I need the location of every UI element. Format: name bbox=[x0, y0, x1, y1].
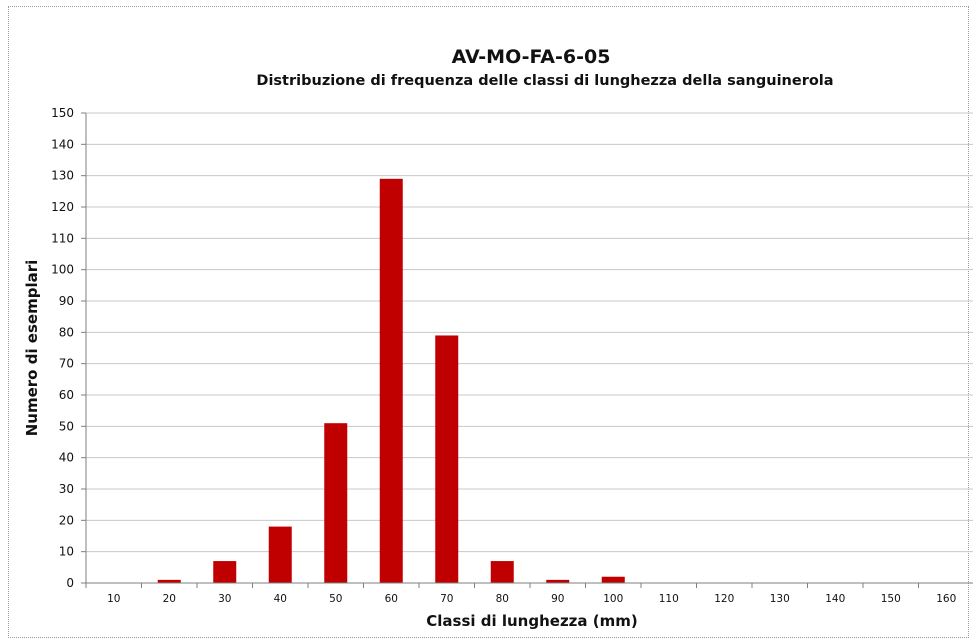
y-tick-label: 0 bbox=[66, 576, 74, 590]
chart-title: AV-MO-FA-6-05 bbox=[452, 46, 611, 68]
y-tick-label: 90 bbox=[59, 294, 74, 308]
bar-30 bbox=[213, 561, 236, 583]
gridlines bbox=[81, 113, 973, 588]
y-tick-label: 30 bbox=[59, 482, 74, 496]
y-tick-labels: 0 10 20 30 40 50 60 70 80 90 100 110 120 130 140 150 bbox=[51, 106, 74, 590]
y-tick-label: 70 bbox=[59, 357, 74, 371]
x-tick-label: 130 bbox=[770, 593, 790, 605]
bar-100 bbox=[602, 577, 625, 583]
x-tick-label: 90 bbox=[551, 593, 564, 605]
x-tick-labels: 10 20 30 40 50 60 70 80 90 100 110 120 130 140 150 160 bbox=[107, 593, 956, 605]
bar-80 bbox=[491, 561, 514, 583]
x-tick-label: 60 bbox=[385, 593, 398, 605]
y-tick-label: 130 bbox=[51, 169, 74, 183]
bars bbox=[158, 179, 625, 583]
x-tick-label: 160 bbox=[936, 593, 956, 605]
x-tick-label: 20 bbox=[163, 593, 176, 605]
x-tick-label: 80 bbox=[496, 593, 509, 605]
y-tick-label: 150 bbox=[51, 106, 74, 120]
x-tick-label: 30 bbox=[218, 593, 231, 605]
y-tick-label: 60 bbox=[59, 388, 74, 402]
y-tick-label: 110 bbox=[51, 231, 74, 245]
y-tick-label: 20 bbox=[59, 513, 74, 527]
bar-40 bbox=[269, 527, 292, 583]
y-tick-label: 10 bbox=[59, 545, 74, 559]
x-tick-label: 100 bbox=[603, 593, 623, 605]
x-tick-label: 150 bbox=[881, 593, 901, 605]
bar-60 bbox=[380, 179, 403, 583]
x-tick-label: 10 bbox=[107, 593, 120, 605]
x-tick-label: 70 bbox=[440, 593, 453, 605]
x-tick-label: 110 bbox=[659, 593, 679, 605]
y-tick-label: 50 bbox=[59, 419, 74, 433]
x-tick-label: 120 bbox=[714, 593, 734, 605]
x-tick-label: 50 bbox=[329, 593, 342, 605]
x-tick-label: 40 bbox=[274, 593, 287, 605]
y-tick-label: 80 bbox=[59, 325, 74, 339]
bar-50 bbox=[324, 423, 347, 583]
y-axis-label: Numero di esemplari bbox=[23, 260, 41, 437]
x-tick-label: 140 bbox=[825, 593, 845, 605]
y-tick-label: 140 bbox=[51, 137, 74, 151]
x-axis-label: Classi di lunghezza (mm) bbox=[426, 612, 637, 630]
y-tick-label: 40 bbox=[59, 451, 74, 465]
bar-70 bbox=[435, 335, 458, 583]
chart-subtitle: Distribuzione di frequenza delle classi … bbox=[256, 73, 833, 89]
axes bbox=[86, 113, 973, 583]
y-tick-label: 100 bbox=[51, 263, 74, 277]
y-tick-label: 120 bbox=[51, 200, 74, 214]
